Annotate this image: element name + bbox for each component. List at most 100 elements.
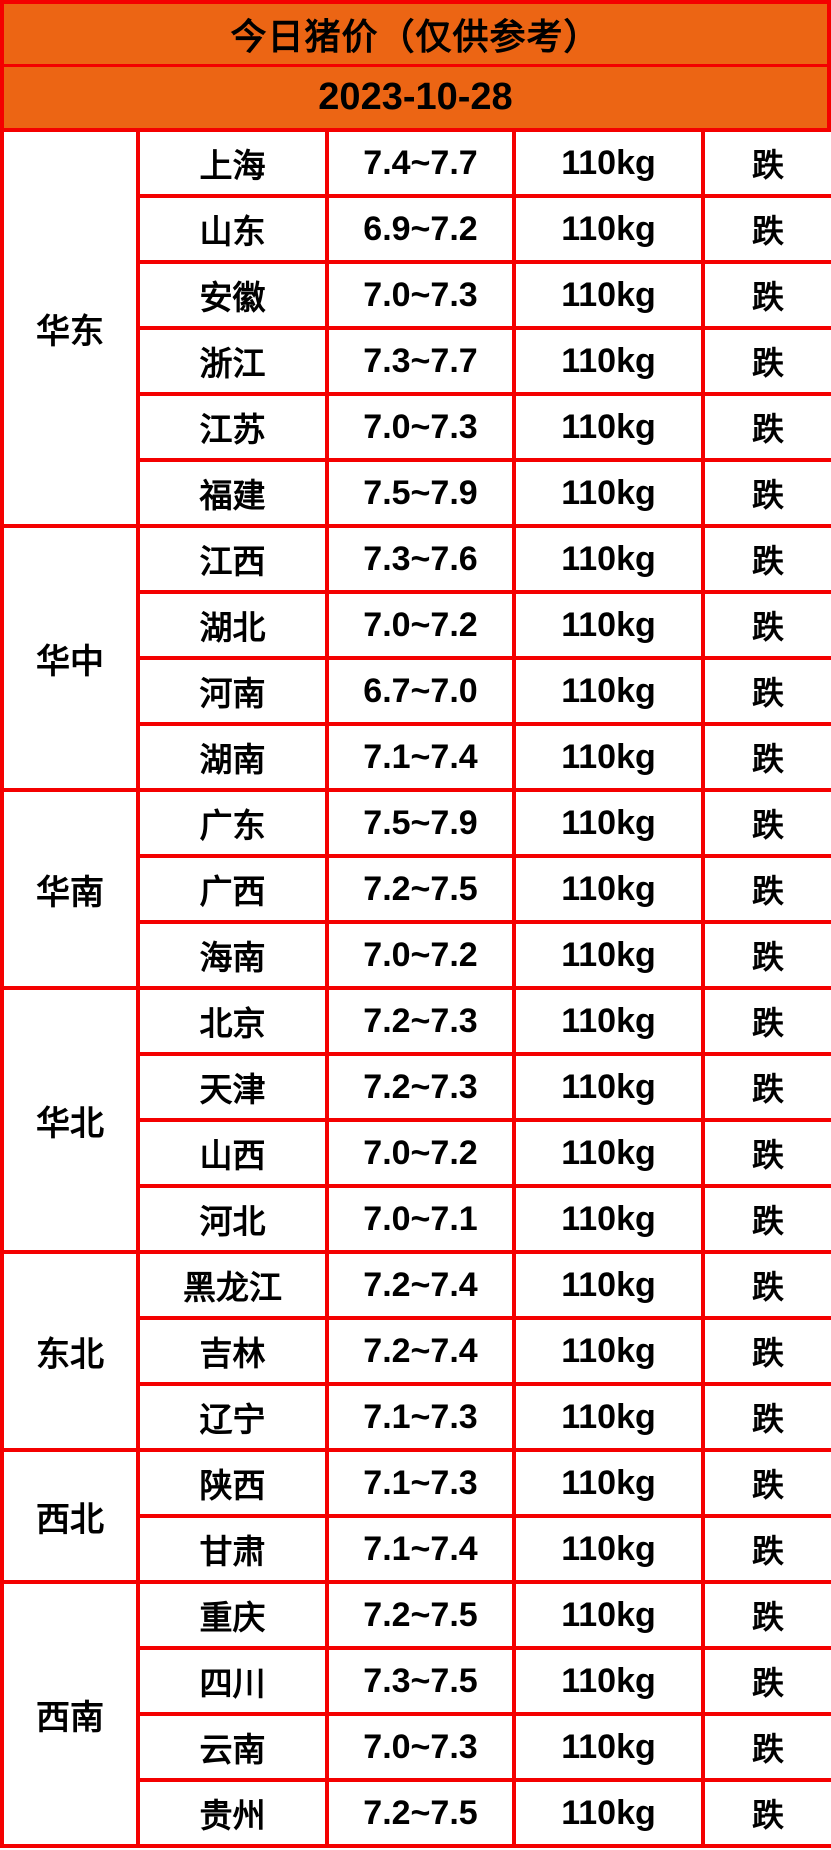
province-cell: 河南 <box>136 656 329 726</box>
status-cell: 跌 <box>701 128 831 198</box>
weight-cell: 110kg <box>512 194 705 264</box>
weight-cell: 110kg <box>512 1250 705 1320</box>
price-range-cell: 7.1~7.4 <box>325 1514 516 1584</box>
table-row: 山东 6.9~7.2 110kg 跌 <box>2 194 831 264</box>
price-range-cell: 7.1~7.3 <box>325 1448 516 1518</box>
province-cell: 福建 <box>136 458 329 528</box>
status-cell: 跌 <box>701 854 831 924</box>
table-row: 西南 重庆 7.2~7.5 110kg 跌 <box>0 1580 831 1848</box>
province-cell: 河北 <box>136 1184 329 1254</box>
status-cell: 跌 <box>701 1382 831 1452</box>
province-cell: 云南 <box>136 1712 329 1782</box>
region-cell: 西南 <box>0 1580 140 1848</box>
table-row: 天津 7.2~7.3 110kg 跌 <box>2 1052 831 1122</box>
status-cell: 跌 <box>701 1514 831 1584</box>
weight-cell: 110kg <box>512 326 705 396</box>
poster-title: 今日猪价（仅供参考） <box>230 16 601 57</box>
table-row: 山西 7.0~7.2 110kg 跌 <box>2 1118 831 1188</box>
price-table-body: 华东 上海 7.4~7.7 110kg 跌山东 6.9~7.2 110kg 跌安徽 7.0~7.… <box>0 128 831 1848</box>
status-cell: 跌 <box>701 1580 831 1650</box>
status-cell: 跌 <box>701 1184 831 1254</box>
weight-cell: 110kg <box>512 590 705 660</box>
province-cell: 北京 <box>136 986 329 1056</box>
status-cell: 跌 <box>701 1118 831 1188</box>
province-cell: 辽宁 <box>136 1382 329 1452</box>
status-cell: 跌 <box>701 1250 831 1320</box>
province-cell: 江西 <box>136 524 329 594</box>
table-row: 贵州 7.2~7.5 110kg 跌 <box>2 1778 831 1848</box>
table-row: 安徽 7.0~7.3 110kg 跌 <box>2 260 831 330</box>
table-row: 广西 7.2~7.5 110kg 跌 <box>2 854 831 924</box>
status-cell: 跌 <box>701 1778 831 1848</box>
status-cell: 跌 <box>701 656 831 726</box>
weight-cell: 110kg <box>512 656 705 726</box>
weight-cell: 110kg <box>512 392 705 462</box>
price-range-cell: 7.0~7.1 <box>325 1184 516 1254</box>
status-cell: 跌 <box>701 524 831 594</box>
weight-cell: 110kg <box>512 1778 705 1848</box>
weight-cell: 110kg <box>512 1712 705 1782</box>
price-range-cell: 7.5~7.9 <box>325 788 516 858</box>
status-cell: 跌 <box>701 260 831 330</box>
province-cell: 天津 <box>136 1052 329 1122</box>
status-cell: 跌 <box>701 1448 831 1518</box>
table-row: 湖北 7.0~7.2 110kg 跌 <box>2 590 831 660</box>
price-range-cell: 7.2~7.3 <box>325 1052 516 1122</box>
weight-cell: 110kg <box>512 1514 705 1584</box>
status-cell: 跌 <box>701 920 831 990</box>
price-range-cell: 7.2~7.4 <box>325 1250 516 1320</box>
province-cell: 湖北 <box>136 590 329 660</box>
region-cell: 华东 <box>0 128 140 528</box>
price-range-cell: 7.5~7.9 <box>325 458 516 528</box>
price-range-cell: 7.2~7.3 <box>325 986 516 1056</box>
price-range-cell: 7.0~7.3 <box>325 392 516 462</box>
region-cell: 华南 <box>0 788 140 990</box>
status-cell: 跌 <box>701 1316 831 1386</box>
province-cell: 甘肃 <box>136 1514 329 1584</box>
table-row: 华东 上海 7.4~7.7 110kg 跌 <box>0 128 831 528</box>
weight-cell: 110kg <box>512 1646 705 1716</box>
province-cell: 广东 <box>136 788 329 858</box>
poster-title-band: 今日猪价（仅供参考） <box>0 0 831 67</box>
price-range-cell: 7.1~7.4 <box>325 722 516 792</box>
weight-cell: 110kg <box>512 1184 705 1254</box>
price-range-cell: 7.2~7.5 <box>325 854 516 924</box>
weight-cell: 110kg <box>512 1118 705 1188</box>
weight-cell: 110kg <box>512 920 705 990</box>
table-row: 河南 6.7~7.0 110kg 跌 <box>2 656 831 726</box>
price-range-cell: 7.0~7.2 <box>325 1118 516 1188</box>
region-cell: 西北 <box>0 1448 140 1584</box>
weight-cell: 110kg <box>512 1580 705 1650</box>
weight-cell: 110kg <box>512 458 705 528</box>
province-cell: 山西 <box>136 1118 329 1188</box>
table-row: 浙江 7.3~7.7 110kg 跌 <box>2 326 831 396</box>
province-cell: 浙江 <box>136 326 329 396</box>
price-range-cell: 7.4~7.7 <box>325 128 516 198</box>
status-cell: 跌 <box>701 194 831 264</box>
price-range-cell: 7.0~7.2 <box>325 590 516 660</box>
status-cell: 跌 <box>701 326 831 396</box>
status-cell: 跌 <box>701 590 831 660</box>
table-row: 吉林 7.2~7.4 110kg 跌 <box>2 1316 831 1386</box>
province-cell: 安徽 <box>136 260 329 330</box>
table-row: 东北 黑龙江 7.2~7.4 110kg 跌 <box>0 1250 831 1452</box>
price-range-cell: 7.1~7.3 <box>325 1382 516 1452</box>
table-row: 云南 7.0~7.3 110kg 跌 <box>2 1712 831 1782</box>
poster-date: 2023-10-28 <box>318 76 513 118</box>
weight-cell: 110kg <box>512 1382 705 1452</box>
province-cell: 贵州 <box>136 1778 329 1848</box>
weight-cell: 110kg <box>512 986 705 1056</box>
status-cell: 跌 <box>701 1712 831 1782</box>
table-row: 辽宁 7.1~7.3 110kg 跌 <box>2 1382 831 1452</box>
weight-cell: 110kg <box>512 788 705 858</box>
price-range-cell: 6.7~7.0 <box>325 656 516 726</box>
status-cell: 跌 <box>701 392 831 462</box>
table-row: 江苏 7.0~7.3 110kg 跌 <box>2 392 831 462</box>
table-row: 华中 江西 7.3~7.6 110kg 跌 <box>0 524 831 792</box>
price-range-cell: 7.0~7.2 <box>325 920 516 990</box>
price-range-cell: 7.3~7.5 <box>325 1646 516 1716</box>
table-row: 河北 7.0~7.1 110kg 跌 <box>2 1184 831 1254</box>
status-cell: 跌 <box>701 1646 831 1716</box>
weight-cell: 110kg <box>512 722 705 792</box>
